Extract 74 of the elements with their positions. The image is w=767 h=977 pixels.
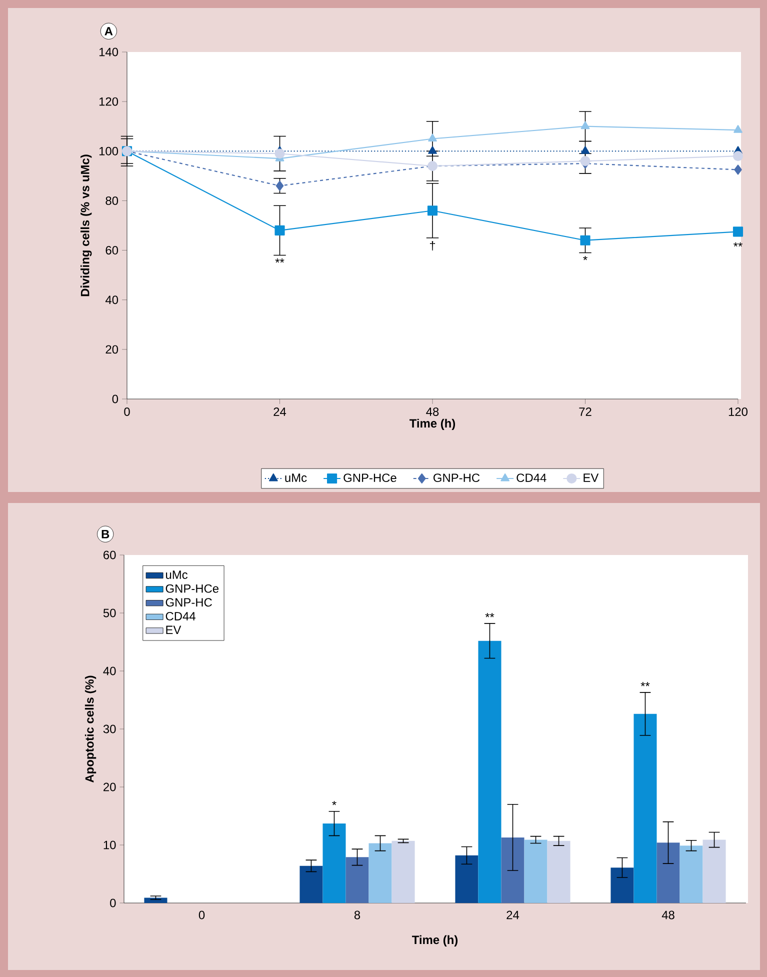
y-tick-label: 20 — [106, 345, 118, 354]
y-tick-label: 10 — [104, 840, 116, 850]
y-tick-label: 0 — [110, 898, 116, 908]
legend-label: CD44 — [516, 474, 546, 482]
bar — [300, 866, 323, 903]
x-tick-label: 8 — [354, 910, 360, 920]
chart-title: B — [102, 530, 110, 538]
y-tick-label: 30 — [103, 724, 116, 734]
data-label: * — [332, 800, 336, 806]
bar — [368, 843, 392, 903]
x-tick-label: 24 — [506, 910, 520, 920]
legend-label: GNP-HC — [434, 474, 480, 482]
legend-label: GNP-HCe — [344, 474, 396, 482]
y-tick-label: 80 — [106, 196, 118, 205]
x-axis-title: Time (h) — [410, 418, 456, 430]
data-label: ** — [485, 613, 494, 618]
bar — [392, 840, 415, 903]
bar — [680, 846, 703, 903]
chart-title: A — [104, 27, 113, 36]
y-tick-label: 60 — [104, 550, 116, 560]
y-tick-label: 20 — [104, 782, 116, 792]
bar — [656, 842, 680, 903]
data-label: ** — [734, 242, 742, 247]
y-tick-label: 140 — [99, 48, 118, 56]
point — [732, 151, 744, 162]
point — [732, 226, 744, 237]
bar — [634, 714, 657, 903]
point — [580, 146, 590, 154]
bar — [346, 857, 369, 903]
point — [580, 235, 590, 246]
bar — [702, 840, 726, 903]
x-tick-label: 120 — [728, 407, 748, 416]
legend-label: uMc — [285, 474, 307, 482]
legend-label: EV — [584, 474, 599, 482]
legend-label: GNP-HCe — [166, 584, 219, 593]
x-tick-label: 0 — [124, 407, 130, 416]
x-tick-label: 24 — [274, 407, 286, 416]
x-tick-label: 72 — [579, 407, 592, 416]
point — [428, 134, 437, 142]
point — [427, 206, 438, 216]
bar — [524, 840, 548, 903]
y-axis-title: Apoptotic cells (%) — [84, 676, 96, 782]
legend-label: CD44 — [166, 612, 196, 620]
data-label: ** — [640, 682, 650, 686]
point — [580, 121, 590, 130]
data-label: * — [583, 256, 588, 260]
point — [580, 156, 590, 166]
y-axis-title: Dividing cells (% vs uMc) — [80, 154, 92, 296]
bar — [610, 868, 634, 903]
bar — [455, 855, 478, 903]
data-label: † — [430, 241, 436, 251]
y-tick-label: 0 — [112, 394, 118, 404]
bar — [322, 824, 346, 903]
x-tick-label: 48 — [662, 910, 674, 920]
bar — [547, 840, 570, 903]
y-tick-label: 100 — [99, 146, 118, 156]
point — [734, 125, 742, 133]
bar — [501, 837, 524, 903]
x-tick-label: 48 — [426, 407, 439, 416]
x-axis-title: Time (h) — [412, 935, 458, 946]
y-tick-label: 120 — [99, 97, 118, 106]
legend-label: uMc — [166, 570, 188, 579]
y-tick-label: 40 — [103, 666, 116, 676]
y-tick-label: 40 — [105, 296, 118, 304]
data-label: ** — [275, 258, 284, 263]
legend-label: EV — [166, 626, 182, 634]
point — [274, 148, 285, 159]
y-tick-label: 50 — [103, 608, 116, 618]
legend-label: GNP-HC — [166, 598, 212, 607]
point — [274, 225, 285, 236]
y-tick-label: 60 — [106, 246, 118, 254]
x-tick-label: 0 — [198, 910, 205, 920]
point — [428, 146, 437, 154]
bar — [478, 640, 502, 903]
